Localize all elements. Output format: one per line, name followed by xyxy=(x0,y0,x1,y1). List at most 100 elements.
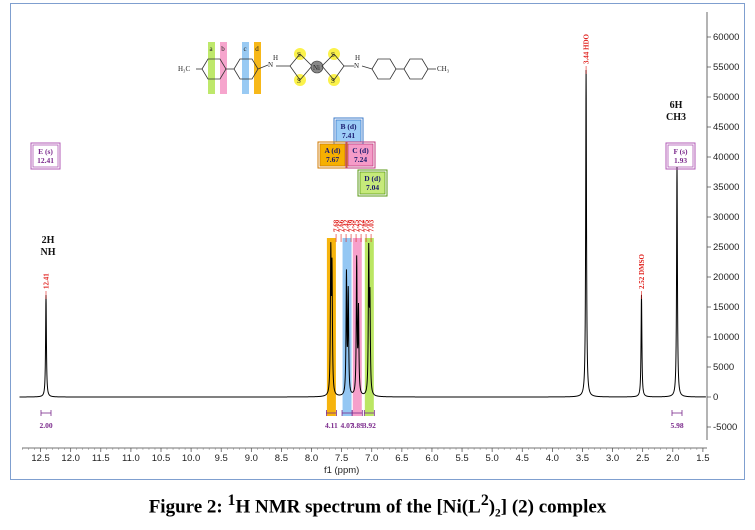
x-tick-label: 9.0 xyxy=(245,453,258,464)
x-tick-label: 12.0 xyxy=(61,453,80,464)
annotation-nh-group: NH xyxy=(41,247,56,258)
svg-text:2.52 DMSO: 2.52 DMSO xyxy=(638,253,646,289)
x-tick-label: 11.0 xyxy=(122,453,140,464)
axes: 12.5 12.0 11.5 11.0 10.5 10.0 9.5 9.0 8.5 8.0 7.5 7… xyxy=(22,12,739,476)
chemical-structure: a b c d H₃C N H S S Ni S S N H CH₃ xyxy=(178,42,450,94)
x-tick-label: 12.5 xyxy=(31,453,50,464)
highlight-band-0 xyxy=(326,238,336,416)
svg-text:5.98: 5.98 xyxy=(670,421,683,430)
x-tick-label: 11.5 xyxy=(92,453,110,464)
svg-text:12.41: 12.41 xyxy=(43,273,51,289)
annotations: 2H NH 6H CH3 xyxy=(41,100,687,258)
peak-label: 7.22 xyxy=(358,219,366,242)
sulfur-label-3: S xyxy=(331,51,335,59)
integral-0: 2.00 xyxy=(39,410,53,430)
assignment-boxes: E (s)12.41 B (d)7.41A (d)7.67C (d)7.24D (… xyxy=(30,117,696,197)
x-tick-label: 9.5 xyxy=(215,453,228,464)
svg-text:7.03: 7.03 xyxy=(368,219,376,232)
caption-end: complex xyxy=(538,496,607,518)
assignment-box-a: A (d)7.67 xyxy=(317,141,348,169)
peak-label: 7.05 xyxy=(363,219,371,242)
x-tick-label: 2.0 xyxy=(666,453,679,464)
ring-3 xyxy=(371,58,397,80)
y-tick-label: 5000 xyxy=(713,362,734,373)
ring-band-c xyxy=(242,42,249,94)
svg-text:7.66: 7.66 xyxy=(338,219,346,232)
y-tick-label: 10000 xyxy=(713,332,739,343)
x-tick-label: 7.5 xyxy=(335,453,348,464)
svg-text:7.04: 7.04 xyxy=(366,183,379,192)
ring-letter-a: a xyxy=(209,45,213,53)
y-tick-label: 50000 xyxy=(713,92,739,103)
svg-text:7.25: 7.25 xyxy=(353,219,361,232)
integrals: 2.00 4.11 4.073.893.92 5.98 xyxy=(39,410,684,430)
annotation-ch3-count: 6H xyxy=(670,100,683,111)
peak-label: 12.41 xyxy=(43,273,51,299)
y-tick-label: 35000 xyxy=(713,182,739,193)
x-axis-title: f1 (ppm) xyxy=(324,465,359,476)
svg-text:7.22: 7.22 xyxy=(358,219,366,232)
svg-text:3.92: 3.92 xyxy=(363,421,376,430)
ring-4 xyxy=(403,58,429,80)
caption-sup-1: 1 xyxy=(227,492,236,509)
annotation-nh-count: 2H xyxy=(42,235,55,246)
sulfur-label-2: S xyxy=(297,77,301,85)
integral-1: 4.11 xyxy=(325,410,338,430)
peak-label: 7.42 xyxy=(343,219,351,242)
peak-labels: 12.41 7.687.667.427.397.257.227.057.03 3.4… xyxy=(43,34,682,299)
y-tick-label: 25000 xyxy=(713,242,739,253)
caption-prefix: Figure 2: xyxy=(148,496,228,518)
x-tick-label: 5.5 xyxy=(455,453,468,464)
right-methyl-label: CH₃ xyxy=(437,65,450,73)
y-tick-label: 15000 xyxy=(713,302,739,313)
y-tick-label: 40000 xyxy=(713,152,739,163)
svg-text:E (s): E (s) xyxy=(38,147,53,156)
svg-text:7.42: 7.42 xyxy=(343,219,351,232)
svg-text:2.00: 2.00 xyxy=(39,421,52,430)
amine-h-label-2: H xyxy=(355,54,360,62)
x-tick-label: 1.5 xyxy=(696,453,709,464)
svg-text:B (d): B (d) xyxy=(340,122,357,131)
peak-label: 3.44 HDO xyxy=(583,34,591,74)
x-tick-label: 4.0 xyxy=(546,453,559,464)
peak-label: 7.68 xyxy=(333,219,341,242)
x-tick-label: 2.5 xyxy=(636,453,649,464)
integral-3: 3.89 xyxy=(351,410,364,430)
assignment-box-f: F (s)1.93 xyxy=(665,142,696,170)
nmr-spectrum-chart: 12.5 12.0 11.5 11.0 10.5 10.0 9.5 9.0 8.5 8.0 7.5 7… xyxy=(19,12,739,476)
assignment-box-d: D (d)7.04 xyxy=(357,169,388,197)
ring-band-b xyxy=(220,42,227,94)
peak-label: 7.66 xyxy=(338,219,346,242)
amine-n-label-2: N xyxy=(354,62,359,70)
x-tick-label: 5.0 xyxy=(486,453,499,464)
annotation-ch3-group: CH3 xyxy=(666,112,686,123)
ring-letter-c: c xyxy=(243,45,246,53)
sulfur-label-4: S xyxy=(331,77,335,85)
peak-label: 2.52 DMSO xyxy=(638,253,646,299)
assignment-box-c: C (d)7.24 xyxy=(345,141,376,169)
x-tick-label: 10.5 xyxy=(152,453,171,464)
figure-caption: Figure 2: 1H NMR spectrum of the [Ni(L2)… xyxy=(0,492,755,518)
spectrum-line xyxy=(19,69,706,398)
svg-text:12.41: 12.41 xyxy=(37,156,54,165)
svg-text:7.41: 7.41 xyxy=(342,131,355,140)
svg-text:C (d): C (d) xyxy=(352,146,369,155)
svg-text:7.05: 7.05 xyxy=(363,219,371,232)
svg-text:3.89: 3.89 xyxy=(351,421,364,430)
x-tick-label: 3.5 xyxy=(576,453,589,464)
nickel-label: Ni xyxy=(313,64,320,72)
figure-frame xyxy=(10,3,745,480)
x-tick-label: 8.0 xyxy=(305,453,318,464)
caption-sub-close: )₂] (2) xyxy=(488,496,539,518)
y-tick-label: 20000 xyxy=(713,272,739,283)
peak-label: 7.39 xyxy=(348,219,356,242)
caption-mid: H NMR spectrum of the [Ni(L xyxy=(235,496,481,518)
y-tick-label: 45000 xyxy=(713,122,739,133)
assignment-box-b: B (d)7.41 xyxy=(333,117,364,145)
x-tick-label: 4.5 xyxy=(516,453,529,464)
x-tick-label: 6.0 xyxy=(425,453,438,464)
ring-letter-b: b xyxy=(221,45,225,53)
x-tick-label: 3.0 xyxy=(606,453,619,464)
y-tick-label: 30000 xyxy=(713,212,739,223)
peak-label: 7.25 xyxy=(353,219,361,242)
